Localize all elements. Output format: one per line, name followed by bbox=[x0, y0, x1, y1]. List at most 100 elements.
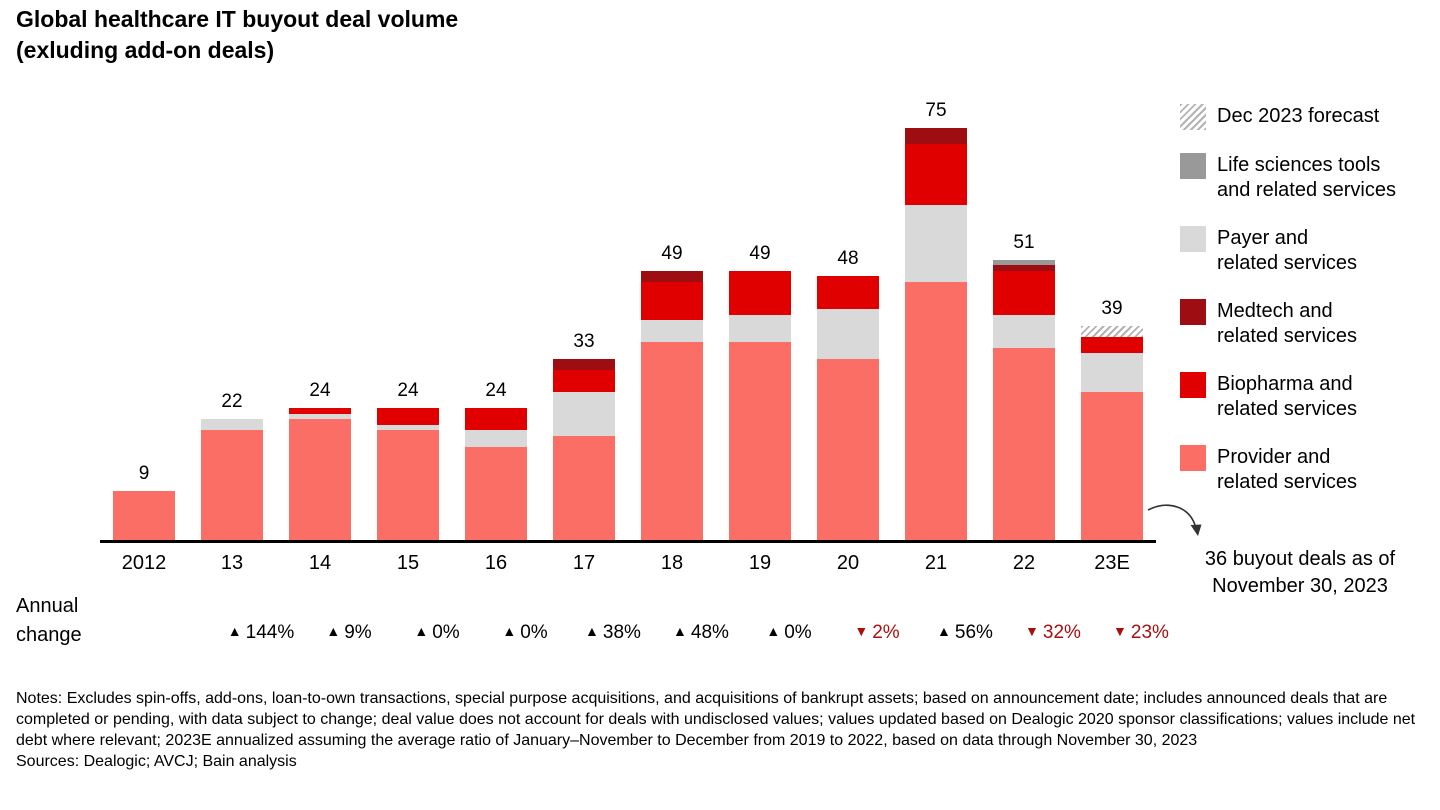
annual-change-row: ▲ 144% ▲ 9% ▲ 0% ▲ 0% ▲ 38% ▲ 48% ▲ 0% ▼ 2% ▲ 56% ▼ 32% ▼ 23% bbox=[129, 622, 1185, 644]
forecast-hatch-swatch-icon bbox=[1180, 104, 1206, 130]
legend-label: Medtech and related services bbox=[1217, 300, 1358, 347]
bar-segment bbox=[641, 270, 703, 282]
legend-item-biopharma: Biopharma and related services bbox=[1180, 372, 1440, 422]
bar-segment bbox=[641, 342, 703, 540]
bar-segment bbox=[1081, 325, 1143, 337]
bar-slot-13: 22 bbox=[188, 100, 276, 540]
bar-total-label: 51 bbox=[1013, 231, 1035, 253]
x-axis-label: 17 bbox=[572, 552, 596, 574]
provider-swatch-icon bbox=[1180, 445, 1206, 471]
annual-change-percent: 2% bbox=[872, 622, 900, 643]
bar-segment bbox=[641, 320, 703, 342]
bar-segment bbox=[905, 204, 967, 282]
bar-segment bbox=[993, 265, 1055, 271]
annual-change-value: ▼ 2% bbox=[833, 622, 921, 644]
up-triangle-icon: ▲ bbox=[414, 623, 429, 639]
up-triangle-icon: ▲ bbox=[227, 623, 242, 639]
bar-segment bbox=[641, 281, 703, 320]
annual-change-percent: 0% bbox=[432, 622, 460, 643]
bar-segment bbox=[465, 446, 527, 540]
bar-16: 24 bbox=[465, 380, 527, 540]
footer: Notes: Excludes spin-offs, add-ons, loan… bbox=[16, 688, 1428, 772]
x-axis-labels: 2012 13 14 15 16 17 18 19 20 21 22 23E bbox=[100, 552, 1156, 575]
annual-change-value: ▲ 48% bbox=[657, 622, 745, 644]
bar-total-label: 22 bbox=[221, 391, 243, 412]
bar-total-label: 49 bbox=[749, 242, 771, 264]
bar-segment bbox=[993, 270, 1055, 315]
annual-change-value: ▲ 0% bbox=[745, 622, 833, 644]
legend-label: Payer and related services bbox=[1217, 227, 1358, 274]
bar-segment bbox=[553, 391, 615, 436]
bar-22: 51 bbox=[993, 232, 1055, 540]
bar-21: 75 bbox=[905, 100, 967, 540]
annual-change-percent: 32% bbox=[1042, 622, 1081, 643]
bar-segment bbox=[993, 314, 1055, 348]
bar-slot-22: 51 bbox=[980, 100, 1068, 540]
bar-segment bbox=[377, 430, 439, 540]
notes-text: Notes: Excludes spin-offs, add-ons, loan… bbox=[16, 690, 1416, 749]
annual-change-percent: 0% bbox=[520, 622, 548, 643]
bar-segment bbox=[729, 270, 791, 315]
x-axis-label: 19 bbox=[748, 552, 772, 574]
bar-slot-15: 24 bbox=[364, 100, 452, 540]
bar-13: 22 bbox=[201, 391, 263, 540]
bar-2012: 9 bbox=[113, 463, 175, 540]
bar-segment bbox=[1081, 336, 1143, 353]
x-axis-label: 21 bbox=[924, 552, 948, 574]
annual-change-empty-slot bbox=[129, 622, 217, 644]
annual-change-value: ▼ 23% bbox=[1097, 622, 1185, 644]
annual-change-value: ▲ 38% bbox=[569, 622, 657, 644]
bar-total-label: 75 bbox=[925, 99, 947, 121]
down-triangle-icon: ▼ bbox=[1025, 623, 1039, 639]
legend-label: Provider and related services bbox=[1217, 446, 1358, 493]
curved-arrow-icon bbox=[1147, 504, 1202, 536]
bar-18: 49 bbox=[641, 243, 703, 540]
up-triangle-icon: ▲ bbox=[766, 623, 781, 639]
sources-text: Sources: Dealogic; AVCJ; Bain analysis bbox=[16, 753, 297, 770]
annual-change-percent: 9% bbox=[344, 622, 372, 643]
bar-slot-2012: 9 bbox=[100, 100, 188, 540]
bar-segment bbox=[1081, 391, 1143, 540]
bar-segment bbox=[201, 419, 263, 430]
bar-total-label: 9 bbox=[138, 462, 150, 484]
bar-slot-17: 33 bbox=[540, 100, 628, 540]
bar-segment bbox=[289, 419, 351, 540]
bar-total-label: 24 bbox=[485, 380, 507, 401]
annual-change-percent: 48% bbox=[690, 622, 729, 643]
down-triangle-icon: ▼ bbox=[854, 623, 869, 639]
bar-slot-14: 24 bbox=[276, 100, 364, 540]
bar-14: 24 bbox=[289, 380, 351, 540]
bar-slot-19: 49 bbox=[716, 100, 804, 540]
legend-item-medtech: Medtech and related services bbox=[1180, 299, 1440, 349]
annual-change-percent: 0% bbox=[784, 622, 812, 643]
bar-segment bbox=[1081, 353, 1143, 392]
x-axis-label: 18 bbox=[660, 552, 684, 574]
bar-total-label: 33 bbox=[573, 330, 595, 352]
bar-segment bbox=[905, 127, 967, 144]
x-axis-label: 20 bbox=[836, 552, 860, 574]
life-sciences-swatch-icon bbox=[1180, 153, 1206, 179]
bar-slot-23E: 39 bbox=[1068, 100, 1156, 540]
up-triangle-icon: ▲ bbox=[585, 623, 599, 639]
chart-title-line1: Global healthcare IT buyout deal volume bbox=[16, 6, 459, 32]
bar-segment bbox=[553, 369, 615, 392]
bar-total-label: 24 bbox=[397, 380, 419, 401]
x-axis-label: 22 bbox=[1012, 552, 1036, 574]
up-triangle-icon: ▲ bbox=[502, 623, 517, 639]
biopharma-swatch-icon bbox=[1180, 372, 1206, 398]
x-axis-label: 15 bbox=[396, 552, 420, 574]
legend-item-payer: Payer and related services bbox=[1180, 226, 1440, 276]
annual-change-label: Annual change bbox=[16, 595, 82, 646]
bar-slot-20: 48 bbox=[804, 100, 892, 540]
bar-slot-18: 49 bbox=[628, 100, 716, 540]
x-axis-label: 14 bbox=[308, 552, 332, 574]
bar-segment bbox=[993, 347, 1055, 540]
forecast-annotation: 36 buyout deals as of November 30, 2023 bbox=[1204, 548, 1396, 597]
legend-label: Biopharma and related services bbox=[1217, 373, 1358, 420]
bar-23E: 39 bbox=[1081, 298, 1143, 540]
legend-label: Dec 2023 forecast bbox=[1217, 105, 1380, 127]
annual-change-percent: 144% bbox=[245, 622, 295, 643]
bar-chart-plot-area: 9 22 24 24 24 33 49 49 48 75 51 39 bbox=[100, 100, 1156, 540]
up-triangle-icon: ▲ bbox=[673, 623, 687, 639]
